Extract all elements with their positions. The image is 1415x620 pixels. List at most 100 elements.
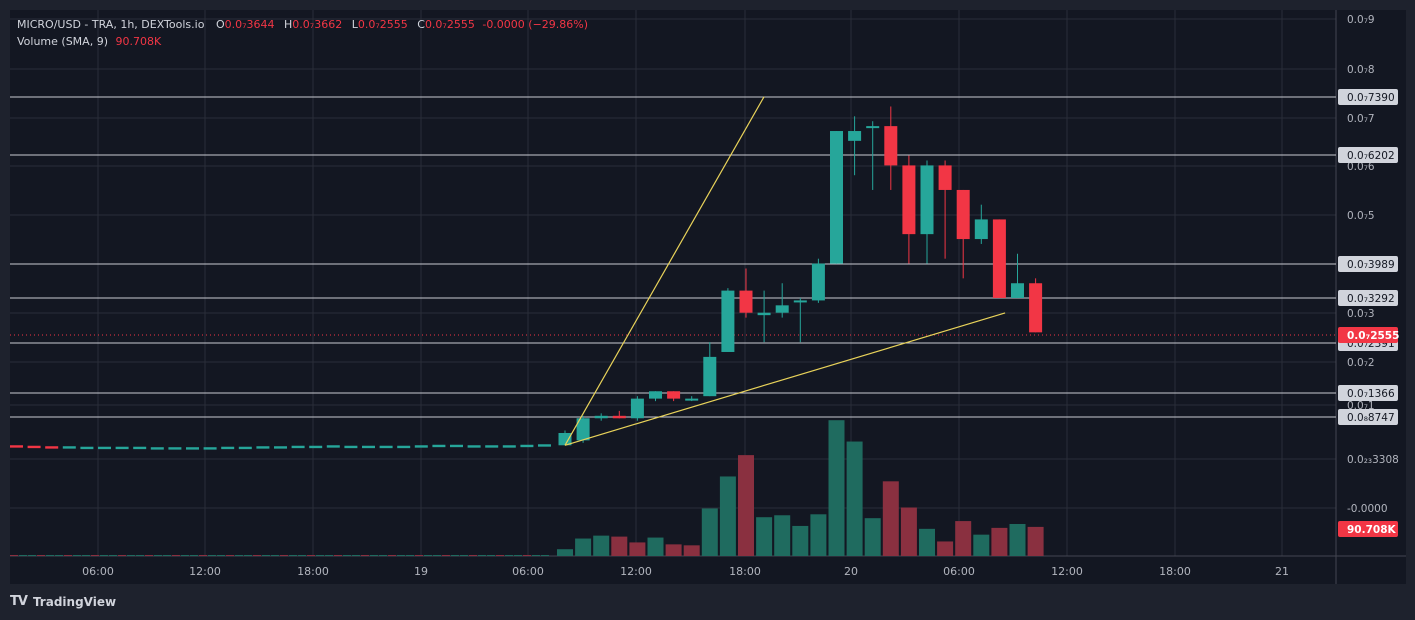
volume-bar: [532, 555, 540, 556]
volume-row: Volume (SMA, 9) 90.708K: [17, 33, 588, 50]
volume-bar: [280, 555, 288, 556]
y-tick-label: 0.0₇8: [1347, 64, 1375, 76]
candle: [848, 131, 862, 141]
volume-bar: [253, 555, 261, 556]
candle: [485, 445, 499, 448]
volume-badge: [1338, 521, 1398, 537]
trendline: [564, 312, 1006, 446]
x-tick-label: 06:00: [943, 565, 975, 578]
volume-bar: [37, 555, 45, 556]
ohlc-low: 0.0₇2555: [357, 18, 408, 31]
volume-bar: [307, 555, 315, 556]
volume-label: Volume (SMA, 9): [17, 35, 108, 48]
volume-bar: [991, 527, 1008, 556]
volume-bar: [505, 555, 513, 556]
volume-bar: [208, 555, 216, 556]
x-tick-label: 19: [414, 565, 428, 578]
volume-bar: [1027, 526, 1044, 556]
volume-bar: [343, 555, 351, 556]
y-tick-label: 0.0₇7: [1347, 113, 1375, 125]
price-level-badge: [1338, 256, 1398, 272]
candle: [992, 219, 1006, 298]
candle: [221, 446, 235, 450]
volume-bar: [361, 555, 369, 556]
volume-bar: [298, 555, 306, 556]
volume-bar: [73, 555, 81, 556]
volume-bar: [379, 555, 387, 556]
volume-bar: [919, 528, 935, 556]
volume-bar: [433, 555, 441, 556]
volume-bar: [900, 507, 917, 556]
trendline: [564, 96, 765, 446]
volume-bar: [136, 555, 144, 556]
volume-bar: [1009, 523, 1026, 556]
candle: [739, 290, 753, 313]
volume-bar: [55, 555, 63, 556]
volume-bar: [190, 555, 198, 556]
candle: [775, 305, 789, 313]
candle: [10, 445, 23, 448]
volume-bar: [19, 555, 27, 556]
volume-value: 90.708K: [115, 35, 162, 48]
volume-bar: [181, 555, 189, 556]
y-tick-label: 0.0₇6: [1347, 161, 1375, 173]
volume-bar: [478, 555, 486, 556]
volume-bar: [665, 544, 682, 556]
y-tick-label: 0.0₇3: [1347, 308, 1375, 320]
candle: [703, 356, 717, 397]
candle: [309, 445, 323, 449]
volume-bar: [701, 508, 718, 556]
price-level-label: 0.0₇6202: [1347, 150, 1395, 162]
candle: [884, 126, 898, 166]
volume-bar: [91, 555, 99, 556]
volume-bar: [593, 535, 610, 556]
volume-bar: [352, 555, 360, 556]
y-tick-label: 0.0₇9: [1347, 14, 1375, 26]
candle: [238, 446, 252, 450]
symbol-row: MICRO/USD - TRA, 1h, DEXTools.io O0.0₇36…: [17, 16, 588, 33]
volume-bar: [397, 555, 405, 556]
volume-bar: [199, 555, 207, 556]
x-tick-label: 12:00: [620, 565, 652, 578]
volume-bar: [127, 555, 135, 556]
volume-bar: [28, 555, 36, 556]
volume-bar: [774, 515, 791, 556]
volume-bar: [647, 537, 664, 556]
candle: [630, 398, 644, 419]
x-tick-label: 12:00: [1051, 565, 1083, 578]
volume-bar: [100, 555, 108, 556]
price-level-badge: [1338, 409, 1398, 425]
volume-bar: [388, 555, 396, 556]
volume-bar: [557, 549, 573, 556]
volume-bar: [10, 555, 18, 556]
brand-name: TradingView: [32, 594, 117, 609]
candle: [576, 418, 590, 441]
candle: [757, 312, 771, 316]
tradingview-branding[interactable]: TV TradingView: [10, 594, 116, 609]
price-level-label: 0.0₇7390: [1347, 92, 1395, 104]
tradingview-logo-icon: TV: [10, 594, 28, 609]
volume-bar: [955, 521, 972, 556]
volume-bar: [460, 555, 468, 556]
volume-bar: [325, 555, 333, 556]
volume-bar: [334, 555, 342, 556]
volume-bar: [719, 476, 736, 556]
volume-bar: [541, 555, 549, 556]
volume-bar: [262, 555, 270, 556]
candle: [45, 446, 59, 449]
volume-bar: [514, 555, 522, 556]
ohlc-open-label: O: [215, 18, 225, 31]
volume-bar: [154, 555, 162, 556]
volume-bar: [370, 555, 378, 556]
y-tick-label: 0.0₂₃3308: [1347, 454, 1399, 466]
x-tick-label: 18:00: [1159, 565, 1191, 578]
chart-legend: MICRO/USD - TRA, 1h, DEXTools.io O0.0₇36…: [17, 16, 588, 50]
candle: [186, 447, 199, 450]
volume-bar: [451, 555, 459, 556]
x-tick-label: 12:00: [189, 565, 221, 578]
candle: [326, 445, 340, 448]
price-level-badge: [1338, 385, 1398, 401]
x-tick-label: 06:00: [82, 565, 114, 578]
